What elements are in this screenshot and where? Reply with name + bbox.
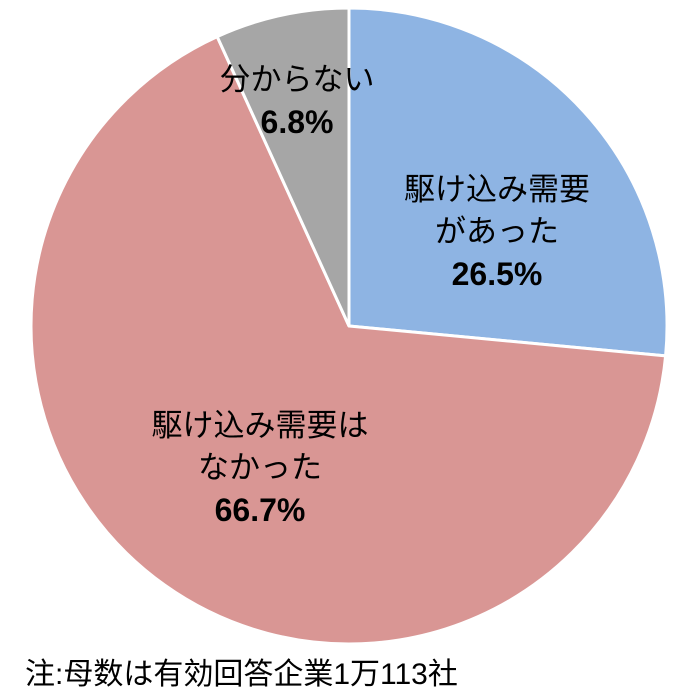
slice-label-blue: 駆け込み需要 があった 26.5% [404, 169, 590, 295]
chart-footnote: 注:母数は有効回答企業1万113社 [25, 658, 458, 691]
slice-label-gray-line1: 分からない [219, 62, 375, 97]
slice-label-blue-line1: 駆け込み需要 [404, 172, 590, 207]
slice-label-pink-line1: 駆け込み需要は [151, 408, 369, 443]
slice-label-pink: 駆け込み需要は なかった 66.7% [152, 405, 369, 531]
slice-label-blue-line2: があった [435, 214, 559, 249]
pie-slice-1 [347, 6, 669, 358]
slice-label-gray: 分からない 6.8% [220, 59, 375, 143]
slice-value-pink: 66.7% [214, 492, 306, 528]
slice-label-pink-line2: なかった [198, 450, 322, 485]
pie-slice-3 [215, 6, 351, 328]
slice-value-blue: 26.5% [451, 256, 543, 292]
slice-value-gray: 6.8% [260, 104, 334, 140]
pie-slice-2 [29, 35, 668, 646]
